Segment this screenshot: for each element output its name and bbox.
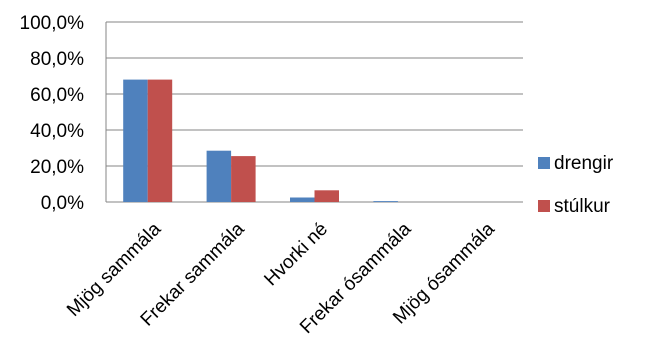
legend-label-drengir: drengir <box>554 153 614 174</box>
bar-stúlkur <box>231 156 256 202</box>
y-tick-label: 0,0% <box>41 193 84 214</box>
bars <box>123 79 398 202</box>
y-tick-label: 80,0% <box>30 49 84 70</box>
legend-label-stúlkur: stúlkur <box>554 196 611 217</box>
y-tick-label: 40,0% <box>30 121 84 142</box>
legend-swatch-stúlkur <box>538 200 550 212</box>
y-tick-label: 20,0% <box>30 157 84 178</box>
y-axis-tick-labels: 0,0% 20,0% 40,0% 60,0% 80,0% 100,0% <box>20 13 85 214</box>
legend-swatch-drengir <box>538 157 550 169</box>
bar-stúlkur <box>314 190 339 202</box>
x-category-label: Hvorki né <box>260 219 332 291</box>
bar-stúlkur <box>147 79 173 202</box>
bar-drengir <box>373 201 398 202</box>
bar-drengir <box>290 197 315 202</box>
legend: drengir stúlkur <box>538 153 614 217</box>
bar-drengir <box>206 150 232 202</box>
y-tick-label: 100,0% <box>20 13 85 34</box>
bar-drengir <box>123 79 148 202</box>
gridlines <box>106 21 523 167</box>
y-tick-label: 60,0% <box>30 85 84 106</box>
